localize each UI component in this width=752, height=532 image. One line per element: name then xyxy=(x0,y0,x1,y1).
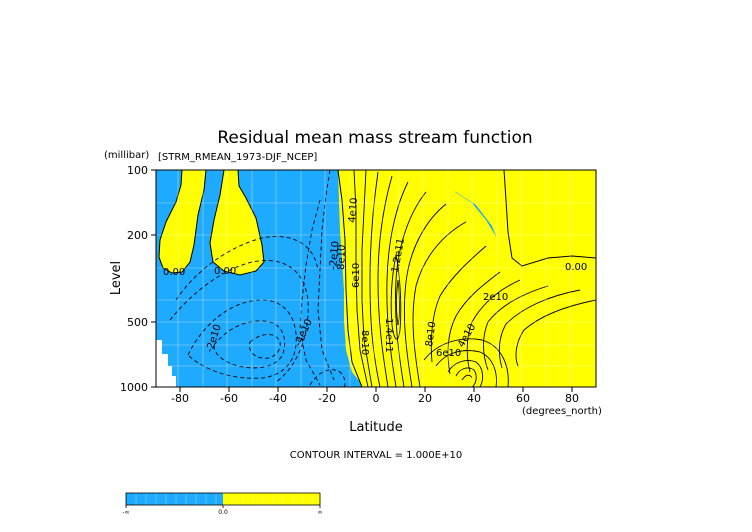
positive-region-main-cover xyxy=(338,170,596,387)
y-tick-label: 1000 xyxy=(120,381,148,394)
contour-label: 6e10 xyxy=(351,263,362,288)
x-tick-label: -20 xyxy=(318,392,336,405)
x-tick-label: -80 xyxy=(171,392,189,405)
chart-title: Residual mean mass stream function xyxy=(217,128,532,148)
colorbar-negative xyxy=(126,493,223,505)
contour-label: 4e10 xyxy=(347,197,360,223)
contour-interval-note: CONTOUR INTERVAL = 1.000E+10 xyxy=(290,450,462,461)
contour-label: 0.00 xyxy=(565,262,587,273)
positive-region-southern-1 xyxy=(158,170,207,274)
y-axis: 100 200 500 1000 Level xyxy=(109,164,156,394)
x-tick-label: -40 xyxy=(269,392,287,405)
zero-contour-north xyxy=(503,170,596,267)
grid-lines xyxy=(156,170,596,387)
contour-label: 8e10 xyxy=(359,330,370,355)
colorbar: -∞ 0.0 ∞ xyxy=(122,492,323,516)
contour-label: 0.00 xyxy=(214,266,236,277)
contour-label: 0.00 xyxy=(163,267,185,278)
contour-label: 2e10 xyxy=(483,292,508,303)
chart-subtitle: [STRM_RMEAN_1973-DJF_NCEP] xyxy=(158,152,317,163)
x-tick-label: 20 xyxy=(418,392,432,405)
colorbar-positive xyxy=(223,493,320,505)
contour-label: 8e10 xyxy=(336,244,348,270)
x-units-label: (degrees_north) xyxy=(522,406,602,417)
x-tick-label: 0 xyxy=(373,392,380,405)
x-axis-title: Latitude xyxy=(349,420,403,435)
y-tick-label: 100 xyxy=(127,164,148,177)
x-axis: -80 -60 -40 -20 0 20 40 60 80 (degrees_n… xyxy=(171,387,602,435)
x-tick-label: 60 xyxy=(516,392,530,405)
y-tick-label: 200 xyxy=(127,229,148,242)
positive-region-southern-2 xyxy=(209,170,265,276)
contour-label: 8e10 xyxy=(424,321,438,348)
colorbar-label: 0.0 xyxy=(218,509,228,516)
x-tick-label: 40 xyxy=(467,392,481,405)
positive-region-main xyxy=(338,170,596,387)
colorbar-label: -∞ xyxy=(122,509,129,516)
y-units-label: (millibar) xyxy=(104,150,149,161)
contour-label: -2e10 xyxy=(328,241,341,271)
y-tick-label: 500 xyxy=(127,316,148,329)
missing-data-region xyxy=(156,340,176,387)
y-axis-title: Level xyxy=(109,261,124,295)
x-tick-label: -60 xyxy=(220,392,238,405)
contour-label: 6e10 xyxy=(436,348,461,359)
zero-contour-main xyxy=(337,170,363,387)
x-tick-label: 80 xyxy=(565,392,579,405)
colorbar-label: ∞ xyxy=(318,509,323,516)
plot-area: 0.00 0.00 0.00 -2e10 -4e10 -2e10 4e10 8e… xyxy=(156,170,596,387)
contour-label: 1.4e11 xyxy=(383,318,394,353)
